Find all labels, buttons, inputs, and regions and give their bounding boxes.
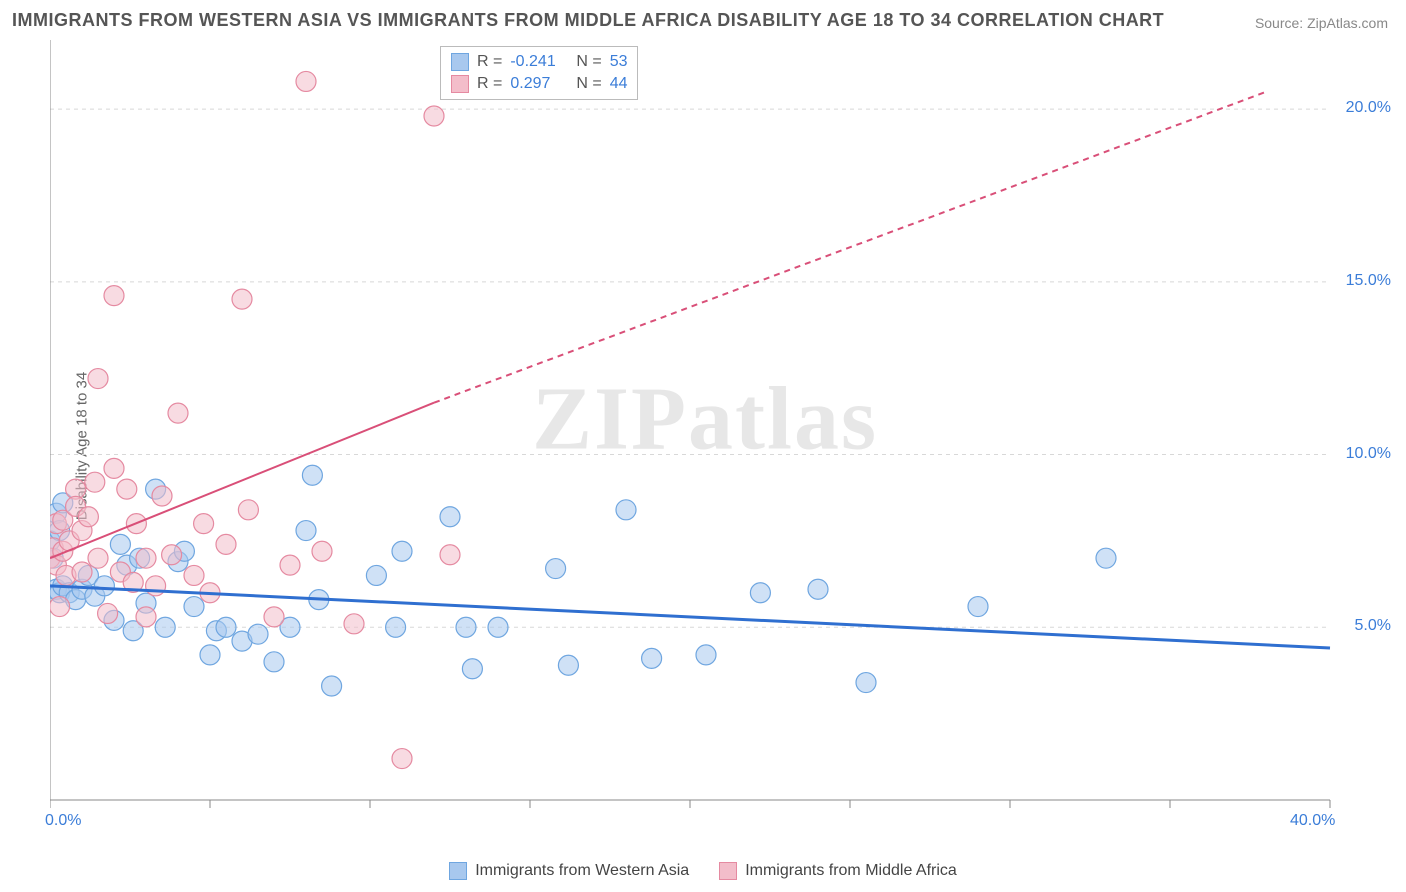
source-label: Source: ZipAtlas.com <box>1255 15 1388 31</box>
chart-container: IMMIGRANTS FROM WESTERN ASIA VS IMMIGRAN… <box>0 0 1406 892</box>
legend-swatch <box>449 862 467 880</box>
r-value: -0.241 <box>510 53 568 71</box>
legend-swatch <box>719 862 737 880</box>
correlation-box: R = -0.241 N = 53 R = 0.297 N = 44 <box>440 46 638 100</box>
r-label: R = <box>477 75 502 93</box>
n-label: N = <box>576 53 601 71</box>
n-value: 44 <box>610 75 628 93</box>
correlation-row: R = 0.297 N = 44 <box>451 73 627 95</box>
r-label: R = <box>477 53 502 71</box>
y-tick-label: 5.0% <box>1355 617 1391 635</box>
legend-swatch <box>451 75 469 93</box>
n-value: 53 <box>610 53 628 71</box>
legend-item: Immigrants from Middle Africa <box>719 862 957 880</box>
legend-label: Immigrants from Middle Africa <box>745 862 957 880</box>
scatter-svg <box>50 40 1360 830</box>
chart-title: IMMIGRANTS FROM WESTERN ASIA VS IMMIGRAN… <box>12 10 1164 31</box>
legend-label: Immigrants from Western Asia <box>475 862 689 880</box>
legend-item: Immigrants from Western Asia <box>449 862 689 880</box>
plot-area: ZIPatlas <box>50 40 1360 830</box>
x-tick-label: 0.0% <box>45 812 81 830</box>
y-tick-label: 10.0% <box>1346 445 1391 463</box>
y-tick-label: 15.0% <box>1346 272 1391 290</box>
x-tick-label: 40.0% <box>1290 812 1335 830</box>
correlation-row: R = -0.241 N = 53 <box>451 51 627 73</box>
legend-swatch <box>451 53 469 71</box>
y-tick-label: 20.0% <box>1346 99 1391 117</box>
legend: Immigrants from Western Asia Immigrants … <box>0 862 1406 880</box>
r-value: 0.297 <box>510 75 568 93</box>
n-label: N = <box>576 75 601 93</box>
